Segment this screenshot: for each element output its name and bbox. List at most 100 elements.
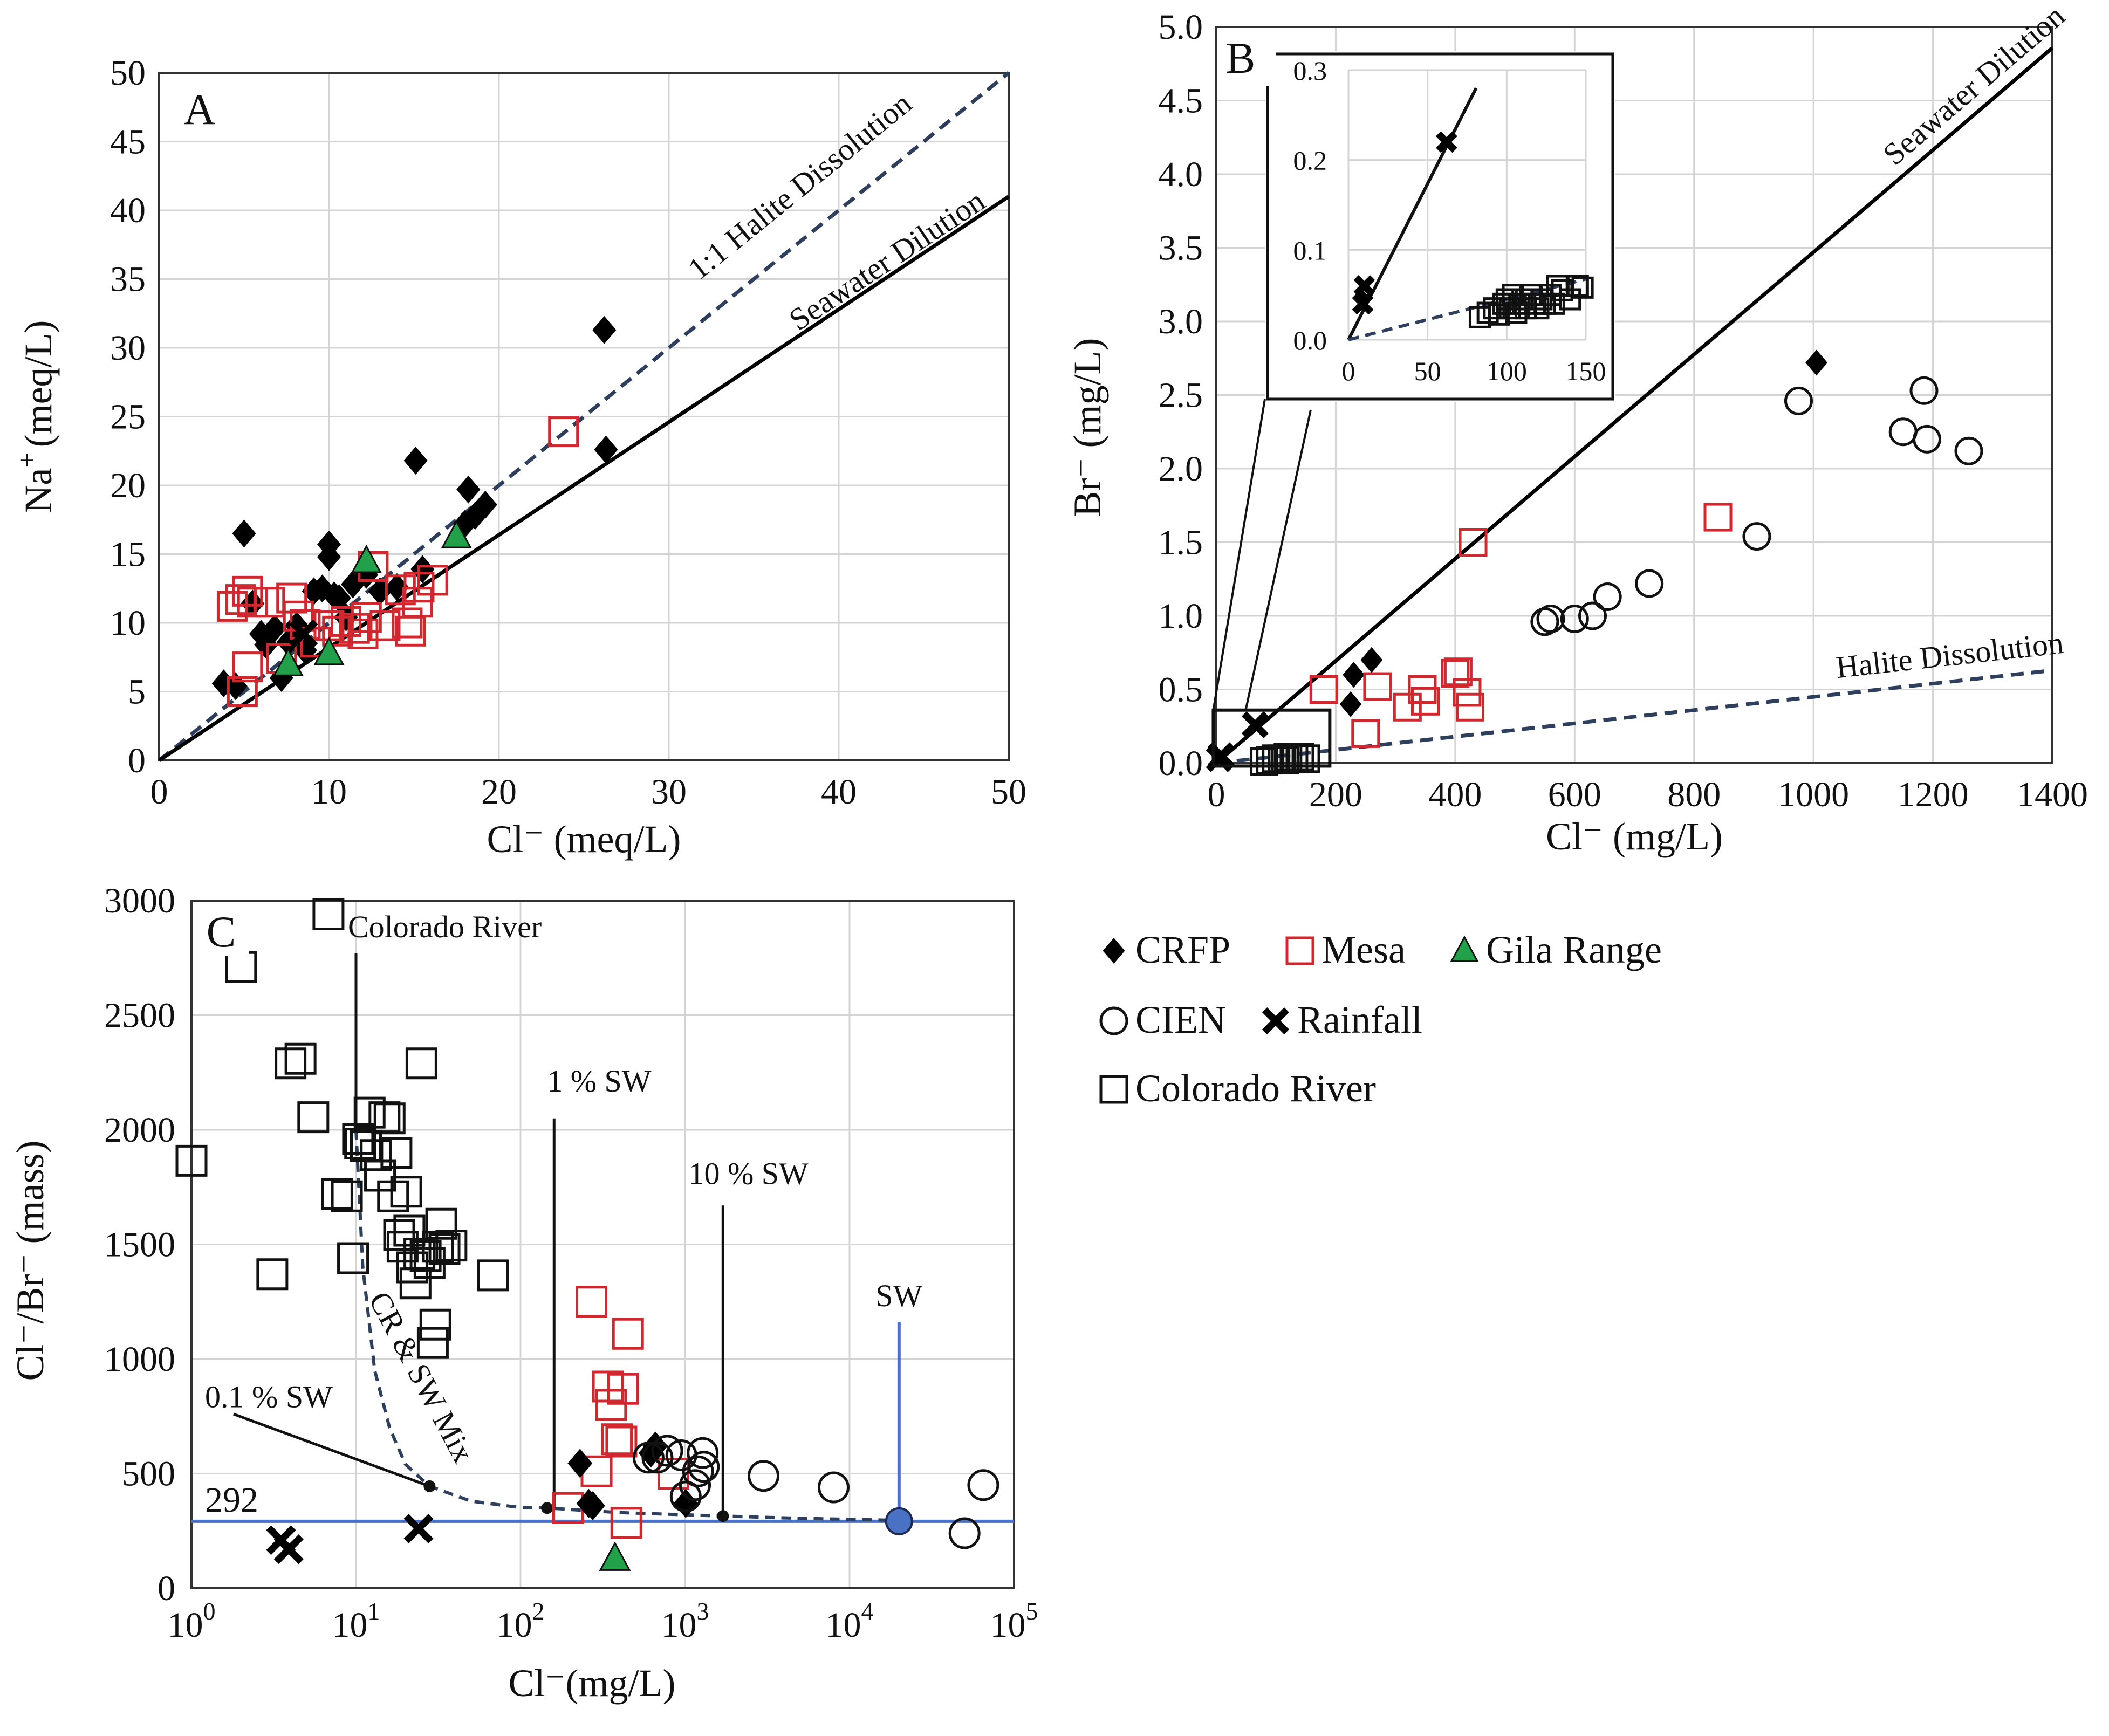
plot-frame: [158, 72, 1010, 761]
halite-dissolution-line: [158, 71, 1010, 762]
point-crfp: [1360, 647, 1383, 673]
point-mesa: [1411, 687, 1440, 716]
panel-letter-bg: [198, 905, 249, 956]
point-mesa: [1363, 672, 1392, 701]
point-mesa: [595, 1389, 627, 1421]
point-crfp: [1343, 662, 1365, 688]
y-tick-label: 2.0: [1159, 449, 1203, 489]
point-colorado-river: [1270, 746, 1299, 775]
zoom-box: [1211, 708, 1332, 768]
annotation-10-sw: 10 % SW: [688, 1156, 809, 1191]
point-gila-range: [313, 636, 345, 665]
point-colorado-river: [403, 1238, 436, 1270]
y-tick-label: 500: [122, 1454, 175, 1494]
legend: CRFP Mesa Gila Range CIEN Rainfall Colorado R…: [1099, 928, 1662, 1110]
point-colorado-river: [390, 1176, 422, 1208]
point-crfp: [592, 315, 617, 344]
point-mesa: [601, 1423, 633, 1456]
point-cien: [687, 1437, 719, 1469]
y-tick-label: 0.5: [1159, 670, 1203, 710]
inset-y-tick-label: 0.1: [1293, 235, 1327, 265]
point-mesa: [339, 613, 370, 644]
annotation-sw: SW: [875, 1278, 922, 1313]
inset-point-rainfall: [1353, 275, 1375, 297]
point-colorado-river: [342, 1123, 374, 1155]
legend-label-crfp: CRFP: [1135, 928, 1230, 971]
x-tick-base: 10: [661, 1605, 697, 1645]
point-rainfall: [403, 1513, 434, 1544]
point-colorado-river: [377, 1180, 409, 1212]
point-gila-range: [272, 648, 304, 676]
point-rainfall: [1241, 711, 1269, 739]
inset-y-tick-label: 0.3: [1293, 56, 1327, 86]
y-tick-label: 3.0: [1159, 302, 1203, 341]
y-tick-label: 50: [110, 53, 146, 93]
x-tick-label: 1200: [1898, 775, 1969, 814]
y-tick-label: 20: [110, 466, 146, 505]
x-tick-exp: 5: [1026, 1597, 1038, 1625]
panel-letter-bg: [1222, 32, 1276, 86]
point-mesa: [351, 602, 382, 633]
point-gila-range: [599, 1541, 631, 1571]
point-colorado-river: [1285, 743, 1314, 772]
x-tick-label: 1400: [2017, 775, 2088, 814]
point-cien: [1913, 424, 1941, 454]
legend-marker-mesa: [1285, 936, 1314, 965]
point-mesa: [369, 610, 401, 641]
point-mesa: [612, 1318, 644, 1350]
point-mesa: [607, 1373, 639, 1405]
y-tick-label: 4.5: [1159, 81, 1203, 121]
point-colorado-river: [175, 1144, 208, 1177]
y-label-sup: +: [12, 452, 42, 468]
point-colorado-river: [405, 1047, 437, 1080]
inset-x-tick-label: 150: [1566, 356, 1606, 386]
inset-point-colorado-river: [1571, 276, 1594, 299]
x-tick-label: 104: [826, 1597, 874, 1645]
x-tick-label: 20: [481, 772, 517, 812]
point-mesa: [237, 587, 268, 618]
point-crfp: [567, 1449, 593, 1478]
point-crfp: [263, 614, 287, 643]
y-tick-label: 0: [128, 741, 146, 780]
point-cien: [1784, 386, 1813, 415]
point-mesa: [331, 606, 361, 637]
inset-x-tick-label: 100: [1487, 356, 1527, 386]
x-tick-label: 0: [150, 772, 168, 812]
y-tick-label: 5.0: [1159, 8, 1203, 47]
x-tick-label: 100: [168, 1597, 216, 1645]
point-colorado-river: [386, 1231, 419, 1263]
point-cien: [679, 1469, 711, 1501]
inset-point-colorado-river: [1543, 292, 1565, 315]
legend-marker-cien: [1099, 1006, 1128, 1035]
mix-point-1: [541, 1502, 553, 1514]
y-tick-label: 4.0: [1159, 155, 1203, 194]
point-sw: [885, 1507, 913, 1535]
point-cien: [632, 1442, 665, 1474]
panel-letter-a: A: [183, 85, 215, 134]
panel-letter-bg: [167, 81, 232, 140]
point-cien: [1888, 417, 1918, 447]
point-mesa: [1393, 692, 1422, 722]
point-colorado-river: [225, 951, 257, 983]
panel-letter-b: B: [1226, 33, 1256, 83]
point-cien: [641, 1442, 674, 1474]
point-cien: [1536, 604, 1565, 633]
legend-marker-crfp: [1103, 938, 1125, 964]
point-crfp: [580, 1491, 605, 1520]
point-gila-range: [351, 544, 382, 573]
point-mesa: [1351, 719, 1380, 748]
x-tick-label: 30: [651, 772, 687, 812]
halite-dissolution-line: [1216, 668, 2053, 765]
y-tick-label: 1.5: [1159, 523, 1203, 562]
point-mesa: [227, 676, 258, 707]
panel-letter-c: C: [207, 907, 236, 956]
inset-point-colorado-river: [1559, 288, 1581, 311]
point-rainfall: [289, 619, 318, 649]
panel-c: 100 101 102 103 104 1050500100015002000250030…: [9, 881, 1038, 1705]
point-mesa: [576, 1286, 608, 1318]
seawater-line-label: Seawater Dilution: [783, 183, 991, 338]
point-colorado-river: [321, 1178, 353, 1210]
inset-halite-line: [1348, 277, 1586, 341]
point-colorado-river: [393, 1214, 426, 1247]
point-crfp: [1805, 349, 1828, 376]
